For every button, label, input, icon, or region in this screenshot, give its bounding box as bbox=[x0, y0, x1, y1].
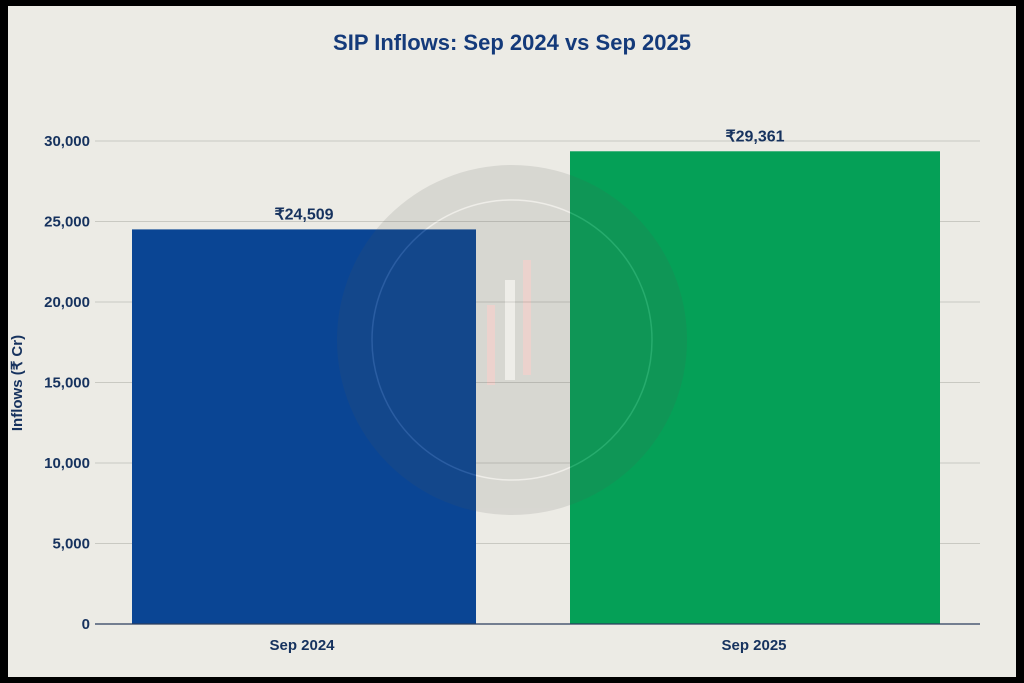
x-tick-label: Sep 2024 bbox=[269, 637, 335, 654]
data-label: ₹24,509 bbox=[274, 206, 333, 223]
y-axis-label: Inflows (₹ Cr) bbox=[9, 335, 26, 431]
y-tick-label: 15,000 bbox=[44, 375, 90, 392]
watermark-logo bbox=[337, 165, 687, 515]
chart-title: SIP Inflows: Sep 2024 vs Sep 2025 bbox=[333, 30, 691, 55]
x-tick-label: Sep 2025 bbox=[721, 637, 786, 654]
y-tick-label: 25,000 bbox=[44, 214, 90, 231]
y-tick-label: 5,000 bbox=[52, 536, 90, 553]
y-tick-label: 10,000 bbox=[44, 455, 90, 472]
bar-sep-2025 bbox=[570, 151, 940, 624]
y-tick-label: 0 bbox=[82, 616, 90, 633]
bar-sep-2024 bbox=[132, 229, 476, 625]
y-tick-label: 30,000 bbox=[44, 133, 90, 150]
data-label: ₹29,361 bbox=[725, 128, 784, 145]
y-tick-label: 20,000 bbox=[44, 294, 90, 311]
